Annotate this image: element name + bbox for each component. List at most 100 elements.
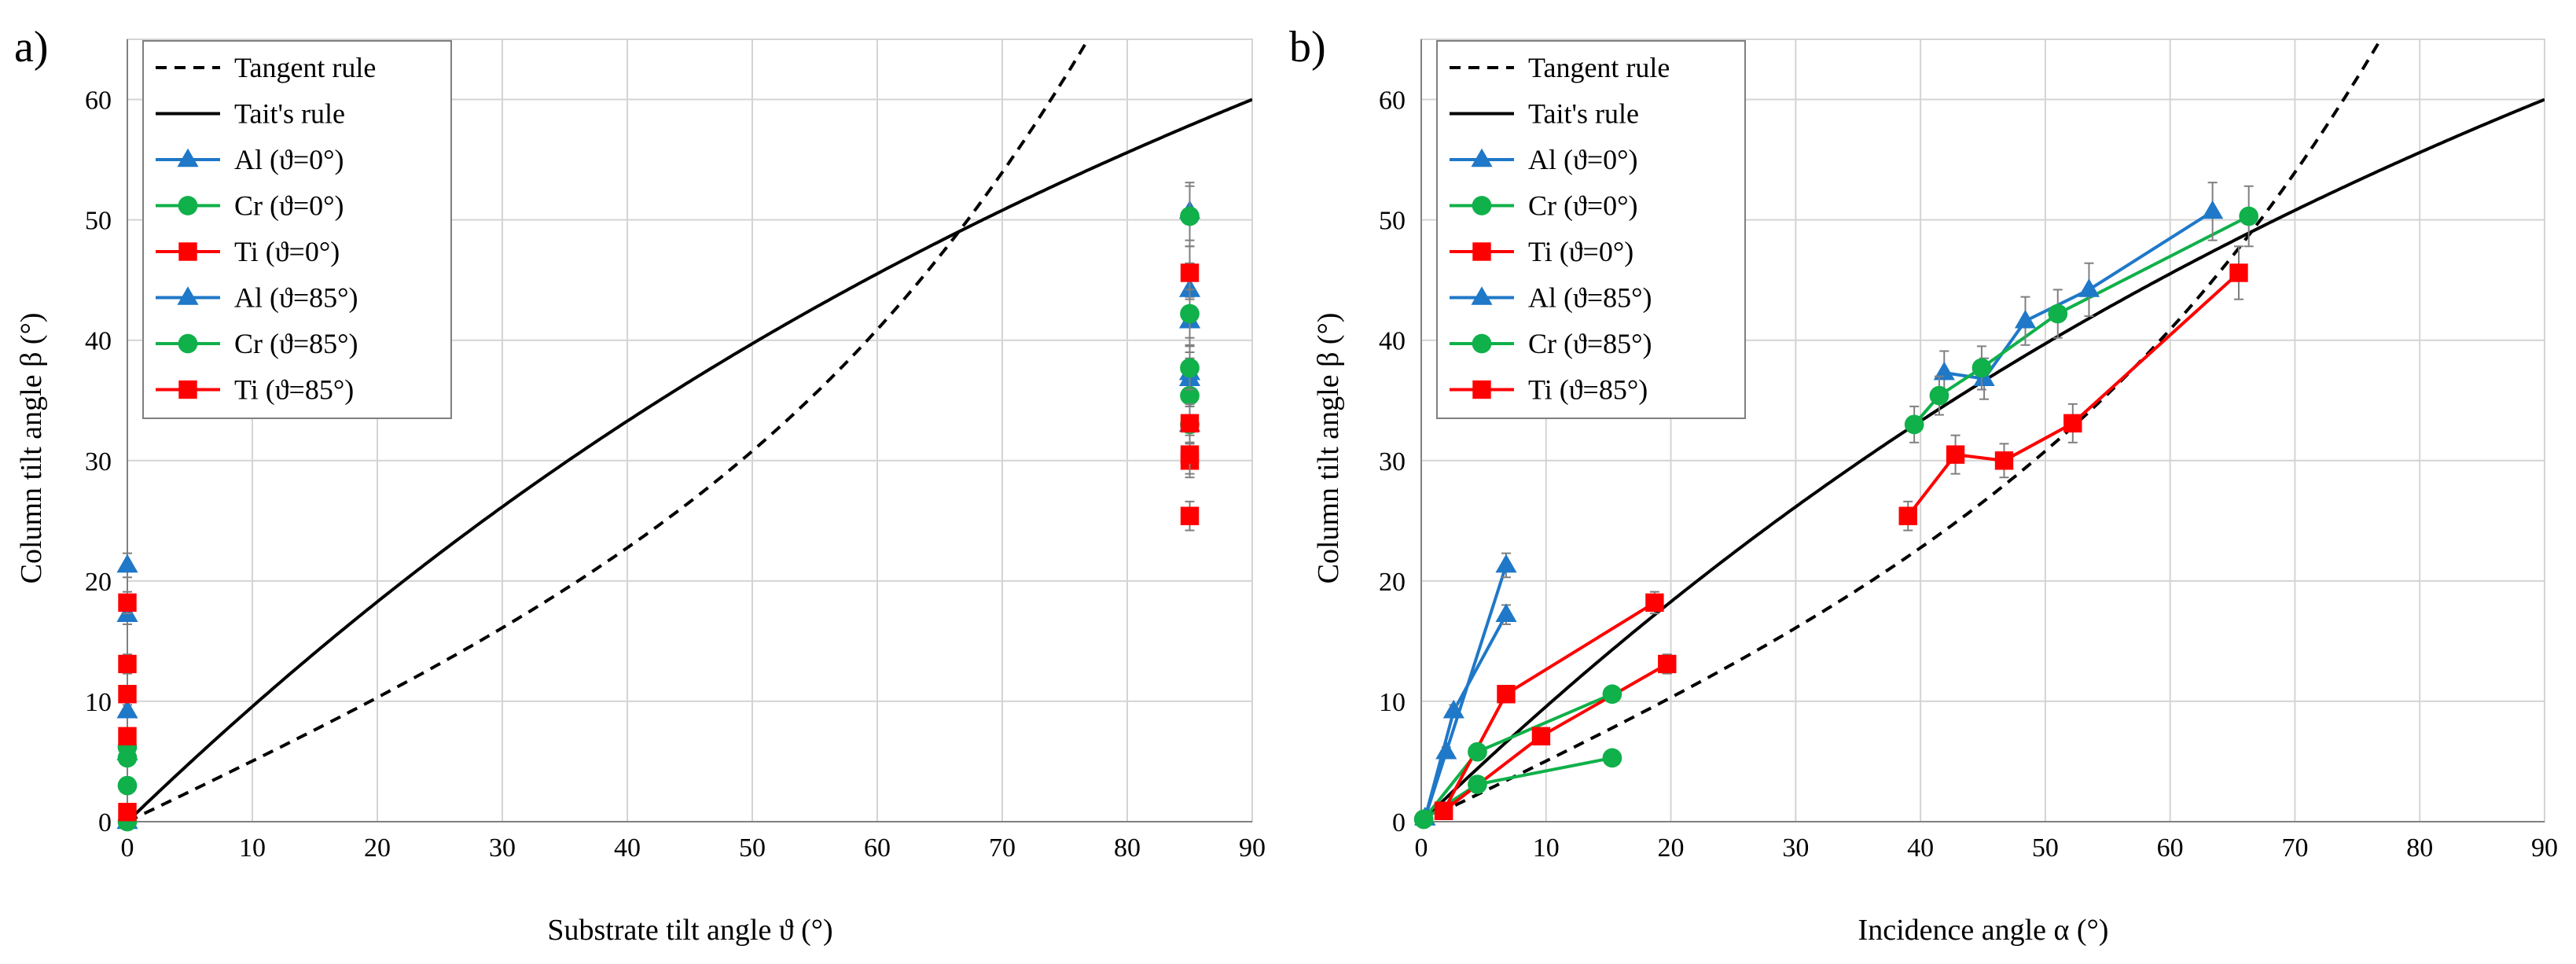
panel-a-x-tick-label: 20 [364,833,391,863]
panel-a-legend-label: Cr (ϑ=0°) [234,190,344,222]
panel-a-x-tick-label: 60 [864,833,891,863]
panel-b-data-point-ti [1994,451,2014,470]
panel-b-data-point-ti [1645,593,1664,613]
panel-b-data-point-cr [1904,414,1924,435]
panel-a-x-axis-title: Substrate tilt angle ϑ (°) [547,914,832,947]
panel-b-data-point-cr [1468,775,1487,794]
panel-a-legend-label: Ti (ϑ=85°) [234,374,354,406]
panel-a-legend-box [142,40,452,419]
panel-b-data-point-al [1435,740,1457,760]
panel-a-legend-label: Al (ϑ=0°) [234,144,344,175]
panel-b-data-point-cr [1602,684,1622,705]
panel-a-y-tick-label: 60 [85,86,112,116]
panel-b-data-point-cr [1929,385,1949,406]
panel-b-data-point-al [1442,699,1464,719]
panel-a-label: a) [14,23,49,72]
panel-a-legend-label: Tait's rule [234,98,345,130]
panel-b-legend-label: Al (ϑ=85°) [1528,282,1652,314]
panel-a-y-tick-label: 50 [85,207,112,236]
panel-b-data-point-ti [1946,445,1965,464]
panel-a-legend-label: Cr (ϑ=85°) [234,328,358,359]
panel-b-y-tick-label: 30 [1379,447,1406,476]
panel-a-chart: a) Substrate tilt angle ϑ (°) Column til… [14,23,1266,947]
panel-b-data-point-cr [1972,358,1992,378]
panel-b-data-point-al [2014,309,2037,329]
panel-b-x-tick-label: 50 [2032,833,2059,863]
panel-a-data-point-cr [1180,358,1200,378]
panel-b-legend-marker-al [1471,148,1493,167]
panel-a-y-tick-label: 20 [85,568,112,597]
panel-a-data-point-ti [1180,414,1200,433]
panel-b-data-point-cr [2239,206,2259,226]
panel-a-data-point-cr [1180,206,1200,226]
panel-b-legend-marker-cr [1472,333,1492,354]
panel-a-x-tick-label: 50 [739,833,766,863]
panel-b-x-tick-label: 90 [2531,833,2558,863]
panel-a-data-point-ti [1180,263,1200,282]
panel-a-tangent-rule-curve [127,39,1090,822]
panel-b-data-point-al [1495,554,1517,573]
panel-b-y-tick-label: 60 [1379,86,1406,116]
panel-a-legend-marker-cr [178,333,198,354]
panel-b-data-point-ti [1531,727,1551,746]
panel-a-data-point-al [116,554,138,573]
panel-b-data-point-cr [1468,741,1487,762]
panel-b-x-tick-label: 70 [2281,833,2308,863]
panel-a-y-tick-label: 40 [85,327,112,356]
panel-b-data-point-ti [1497,685,1516,704]
panel-a-x-tick-label: 10 [239,833,266,863]
panel-a-taits-rule-curve [127,98,1252,822]
panel-a-data-point-ti [118,803,137,822]
panel-b-x-axis-title: Incidence angle α (°) [1858,914,2109,947]
panel-b-x-tick-label: 80 [2406,833,2433,863]
panel-b-data-point-al [2078,278,2100,297]
panel-b-x-tick-label: 40 [1907,833,1934,863]
panel-a-data-point-al [116,699,138,719]
panel-a-x-tick-label: 90 [1239,833,1266,863]
panel-a-x-tick-label: 70 [989,833,1016,863]
panel-a-legend-marker-ti [178,242,197,261]
panel-b-x-tick-label: 20 [1658,833,1685,863]
panel-b-legend-box [1436,40,1746,419]
panel-a-legend-label: Tangent rule [234,52,376,83]
panel-b-legend: Tangent rule Tait's rule Al (ϑ=0°) Cr (ϑ=0°… [1436,40,1746,419]
panel-b-data-point-al [1933,361,1955,381]
panel-b-legend-label: Ti (ϑ=0°) [1528,236,1633,267]
panel-b-label: b) [1289,23,1326,72]
panel-b-legend-label: Ti (ϑ=85°) [1528,374,1648,406]
panel-b-data-point-ti [2063,414,2082,433]
panel-b-data-point-cr [2048,304,2068,324]
panel-b-legend-label: Al (ϑ=0°) [1528,144,1638,175]
panel-b-y-tick-label: 50 [1379,207,1406,236]
panel-b-data-point-ti [1898,506,1917,525]
panel-b-x-tick-label: 10 [1533,833,1560,863]
panel-a-x-tick-label: 30 [489,833,516,863]
panel-a-legend-marker-cr [178,196,198,215]
panel-b-data-point-cr [1602,748,1622,768]
panel-a-data-point-ti [1180,506,1200,525]
panel-b-legend-label: Tait's rule [1528,98,1639,130]
panel-b-chart: b) Incidence angle α (°) Column tilt ang… [1289,23,2558,947]
panel-b-y-tick-label: 0 [1392,808,1406,837]
panel-b-legend-marker-al [1471,286,1493,305]
panel-a-data-point-ti [118,654,137,674]
panel-b-data-point-al [2202,200,2224,219]
panel-b-x-tick-label: 60 [2157,833,2184,863]
panel-b-y-tick-label: 40 [1379,327,1406,356]
panel-b-x-tick-label: 30 [1782,833,1809,863]
panel-a-data-point-ti [118,593,137,613]
panel-b-data-point-al [1495,603,1517,623]
panel-a-data-point-cr [117,775,138,796]
panel-a-legend: Tangent rule Tait's rule Al (ϑ=0°) Cr (ϑ=0°… [142,40,452,419]
panel-a-data-point-ti [118,727,137,746]
panel-a-y-axis-title: Column tilt angle β (°) [15,313,48,584]
panel-b-legend-label: Cr (ϑ=85°) [1528,328,1652,359]
panel-b-legend-marker-ti [1472,242,1491,261]
panel-b-data-point-ti [2229,263,2248,282]
panel-a-x-tick-label: 80 [1114,833,1141,863]
panel-a-legend-marker-al [177,286,199,305]
panel-b-legend-marker-ti [1472,380,1491,399]
panel-a-y-tick-label: 30 [85,447,112,476]
panel-b-x-tick-label: 0 [1415,833,1428,863]
